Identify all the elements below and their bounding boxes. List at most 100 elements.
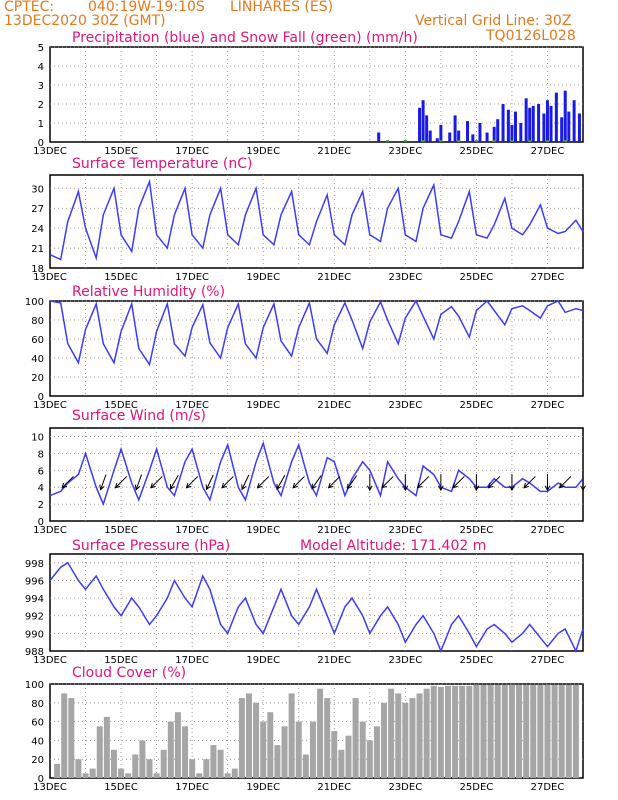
panel-frame bbox=[49, 683, 584, 779]
panel-3: 0 2 4 6 8 10 13DEC 15DEC 17DEC 19DEC 21DEC 23DEC 25D… bbox=[31, 408, 586, 536]
panel-frame bbox=[49, 174, 584, 269]
wind-arrow-head bbox=[114, 482, 121, 489]
wind-arrow bbox=[221, 476, 234, 489]
bar bbox=[338, 749, 345, 778]
wind-arrow-head bbox=[327, 482, 334, 489]
bar bbox=[139, 740, 146, 778]
wind-arrow bbox=[311, 475, 322, 489]
wind-arrow bbox=[347, 475, 358, 489]
bar bbox=[513, 111, 517, 142]
x-tick-label: 27DEC bbox=[531, 525, 565, 536]
wind-arrow bbox=[328, 476, 341, 489]
panel-annotation: Model Altitude: 171.402 m bbox=[300, 538, 486, 554]
bar bbox=[425, 115, 429, 142]
y-tick-label: 80 bbox=[31, 699, 44, 710]
bar bbox=[537, 684, 544, 778]
panel-0: 0 1 2 3 4 5 13DEC 15DEC 17DEC 19DEC 21DEC 23DEC 25DE… bbox=[33, 30, 584, 157]
wind-arrow-head bbox=[346, 483, 353, 490]
y-tick-label: 40 bbox=[31, 736, 44, 747]
bar bbox=[439, 140, 443, 142]
wind-arrow-head bbox=[523, 482, 529, 489]
x-tick-label: 21DEC bbox=[317, 525, 351, 536]
bar bbox=[452, 685, 459, 778]
x-tick-label: 19DEC bbox=[246, 525, 280, 536]
bar bbox=[435, 138, 439, 142]
x-tick-label: 23DEC bbox=[388, 782, 422, 793]
bar bbox=[345, 735, 352, 778]
bar bbox=[146, 759, 153, 778]
bar bbox=[381, 702, 388, 778]
y-tick-label: 994 bbox=[25, 594, 44, 605]
x-tick-label: 21DEC bbox=[317, 655, 351, 666]
y-tick-label: 4 bbox=[38, 483, 44, 494]
wind-arrow bbox=[488, 476, 501, 489]
bar bbox=[89, 768, 96, 778]
bar bbox=[457, 130, 461, 142]
wind-arrow-head bbox=[99, 484, 105, 491]
wind-arrow-head bbox=[256, 482, 263, 489]
bar bbox=[153, 773, 160, 778]
bar bbox=[210, 745, 217, 778]
x-tick-label: 23DEC bbox=[388, 272, 422, 283]
bar bbox=[516, 684, 523, 778]
bar bbox=[480, 684, 487, 778]
bar bbox=[377, 132, 381, 142]
bar bbox=[428, 130, 432, 142]
bar bbox=[478, 123, 482, 142]
panel-title: Surface Wind (m/s) bbox=[72, 408, 206, 424]
bar bbox=[373, 726, 380, 778]
x-tick-label: 13DEC bbox=[33, 146, 67, 157]
bar bbox=[444, 685, 451, 778]
bar bbox=[453, 115, 457, 142]
bar bbox=[103, 716, 110, 778]
x-tick-label: 17DEC bbox=[175, 525, 209, 536]
y-tick-label: 60 bbox=[31, 718, 44, 729]
bar bbox=[132, 754, 139, 778]
series-line bbox=[49, 561, 584, 654]
wind-arrow-head bbox=[221, 482, 227, 489]
y-tick-label: 8 bbox=[38, 449, 44, 460]
bar bbox=[395, 693, 402, 778]
wind-arrow-head bbox=[558, 482, 565, 489]
bar bbox=[317, 688, 324, 778]
bar bbox=[537, 104, 541, 142]
bar bbox=[402, 702, 409, 778]
bar bbox=[238, 698, 245, 778]
x-tick-label: 13DEC bbox=[33, 655, 67, 666]
x-tick-label: 15DEC bbox=[104, 655, 138, 666]
y-tick-label: 20 bbox=[31, 373, 44, 384]
x-tick-label: 19DEC bbox=[246, 655, 280, 666]
wind-arrow bbox=[206, 474, 214, 490]
bar bbox=[567, 111, 571, 142]
series-line bbox=[49, 440, 584, 507]
wind-arrow bbox=[150, 476, 163, 489]
x-tick-label: 17DEC bbox=[175, 782, 209, 793]
panel-title: Relative Humidity (%) bbox=[72, 284, 225, 300]
wind-arrow bbox=[452, 476, 465, 489]
bar bbox=[492, 140, 496, 142]
panel-title: Surface Pressure (hPa) bbox=[72, 538, 230, 554]
x-tick-label: 25DEC bbox=[460, 525, 494, 536]
x-tick-label: 21DEC bbox=[317, 782, 351, 793]
bar bbox=[545, 100, 549, 142]
y-tick-label: 18 bbox=[31, 264, 44, 275]
bar bbox=[466, 121, 470, 142]
x-tick-label: 21DEC bbox=[317, 146, 351, 157]
bar bbox=[302, 754, 309, 778]
bar bbox=[439, 124, 443, 142]
x-tick-label: 25DEC bbox=[460, 400, 494, 411]
bar bbox=[560, 117, 564, 142]
wind-arrow bbox=[523, 476, 536, 489]
bar bbox=[167, 721, 174, 778]
bar bbox=[528, 140, 532, 142]
y-tick-label: 3 bbox=[38, 81, 44, 92]
x-tick-label: 23DEC bbox=[388, 525, 422, 536]
x-tick-label: 15DEC bbox=[104, 272, 138, 283]
wind-arrow-head bbox=[438, 485, 444, 492]
bar bbox=[466, 685, 473, 778]
y-tick-label: 990 bbox=[25, 629, 44, 640]
bar bbox=[524, 98, 528, 142]
bar bbox=[160, 749, 167, 778]
wind-arrow-head bbox=[452, 482, 458, 489]
bar bbox=[519, 123, 523, 142]
